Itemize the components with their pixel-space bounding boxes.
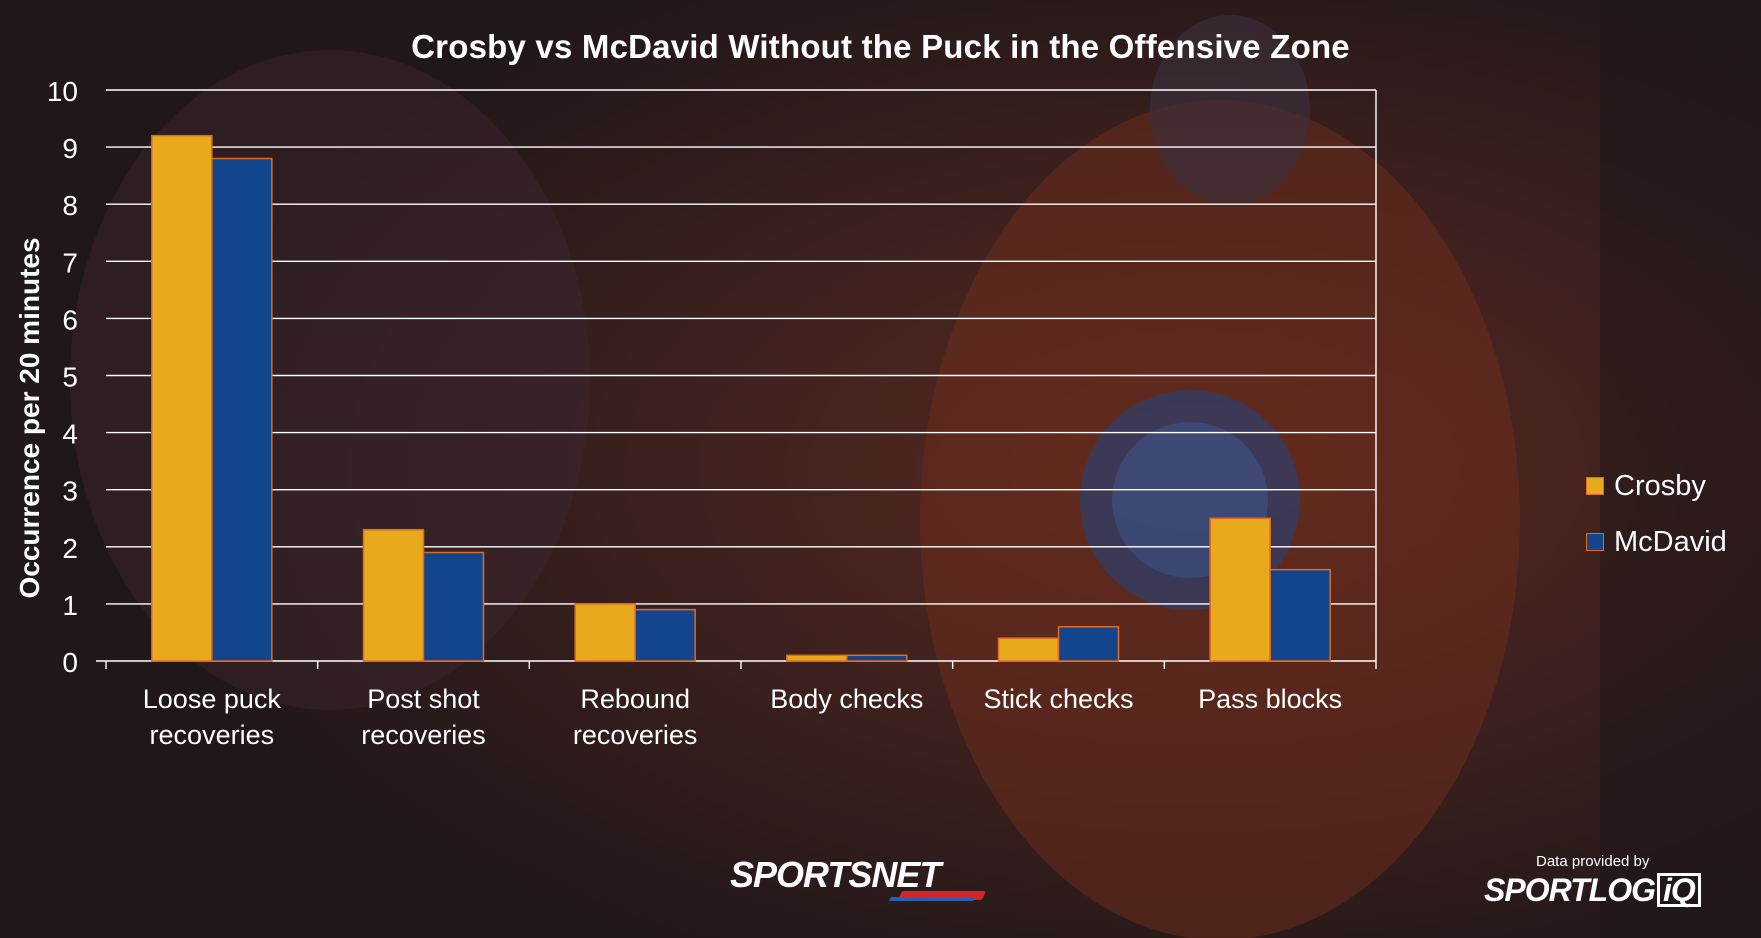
legend-label-mcdavid: McDavid: [1614, 525, 1727, 558]
sportlogiq-logo-main: SPORTLOG: [1484, 872, 1656, 908]
x-category-label-1-line-0: Post shot: [367, 684, 480, 714]
x-category-label-5-line-0: Pass blocks: [1198, 684, 1342, 714]
sportlogiq-logo-badge: iQ: [1656, 873, 1701, 907]
bar-crosby-3: [786, 654, 848, 662]
legend: Crosby McDavid: [1586, 458, 1727, 570]
bar-mcdavid-5: [1269, 568, 1331, 662]
y-tick-label-4: 4: [62, 419, 78, 450]
x-category-label-2-line-1: recoveries: [573, 720, 698, 750]
y-tick-label-9: 9: [62, 133, 78, 164]
x-category-label-1-line-1: recoveries: [361, 720, 486, 750]
sportsnet-logo: SPORTSNET: [730, 854, 941, 895]
bar-mcdavid-1: [422, 551, 485, 662]
bar-crosby-4: [997, 637, 1060, 662]
data-credit-caption: Data provided by: [1536, 853, 1650, 870]
legend-label-crosby: Crosby: [1614, 469, 1706, 502]
bar-crosby-5: [1209, 517, 1271, 662]
y-tick-label-2: 2: [62, 533, 78, 564]
chart-title: Crosby vs McDavid Without the Puck in th…: [411, 28, 1350, 65]
x-category-label-0-line-1: recoveries: [150, 720, 275, 750]
y-tick-label-6: 6: [62, 304, 78, 335]
bar-crosby-2: [574, 603, 636, 662]
sportsnet-swoosh-blue: [889, 897, 975, 901]
bar-crosby-1: [362, 528, 425, 662]
legend-swatch-crosby: [1586, 477, 1604, 495]
x-category-label-3-line-0: Body checks: [770, 684, 923, 714]
sportlogiq-logo: SPORTLOG iQ: [1484, 872, 1701, 909]
x-category-label-2-line-0: Rebound: [580, 684, 690, 714]
legend-item-crosby: Crosby: [1586, 458, 1727, 514]
bar-mcdavid-3: [846, 654, 908, 662]
y-tick-label-5: 5: [62, 362, 78, 393]
y-tick-label-0: 0: [62, 647, 78, 678]
y-axis-title: Occurrence per 20 minutes: [14, 237, 45, 599]
y-tick-label-7: 7: [62, 247, 78, 278]
bar-mcdavid-4: [1057, 625, 1120, 662]
x-category-label-0-line-0: Loose puck: [143, 684, 282, 714]
y-tick-label-10: 10: [47, 76, 78, 107]
y-tick-label-8: 8: [62, 190, 78, 221]
legend-item-mcdavid: McDavid: [1586, 514, 1727, 570]
bar-mcdavid-2: [634, 608, 696, 662]
x-category-label-4-line-0: Stick checks: [983, 684, 1133, 714]
legend-swatch-mcdavid: [1586, 533, 1604, 551]
bar-mcdavid-0: [211, 157, 273, 662]
y-tick-label-3: 3: [62, 476, 78, 507]
bar-crosby-0: [151, 134, 213, 662]
y-tick-label-1: 1: [62, 590, 78, 621]
